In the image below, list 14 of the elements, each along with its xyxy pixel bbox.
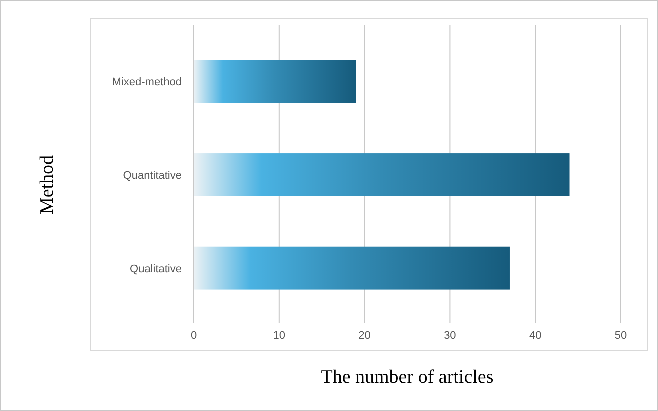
x-tick-label: 50 (614, 330, 628, 342)
bar (194, 154, 570, 196)
bar (194, 60, 356, 104)
y-tick-label: Qualitative (130, 263, 182, 276)
x-tick-label: 10 (273, 330, 286, 342)
y-tick-label: Mixed-method (112, 76, 182, 89)
bar (194, 246, 510, 290)
y-tick-label: Quantitative (123, 170, 182, 182)
x-tick-label: 30 (444, 330, 456, 342)
x-axis-title: The number of articles (321, 367, 494, 388)
x-tick-label: 0 (190, 330, 198, 342)
x-tick-label: 20 (358, 330, 371, 342)
y-axis-title: Method (37, 154, 58, 215)
x-tick-label: 40 (529, 330, 542, 342)
